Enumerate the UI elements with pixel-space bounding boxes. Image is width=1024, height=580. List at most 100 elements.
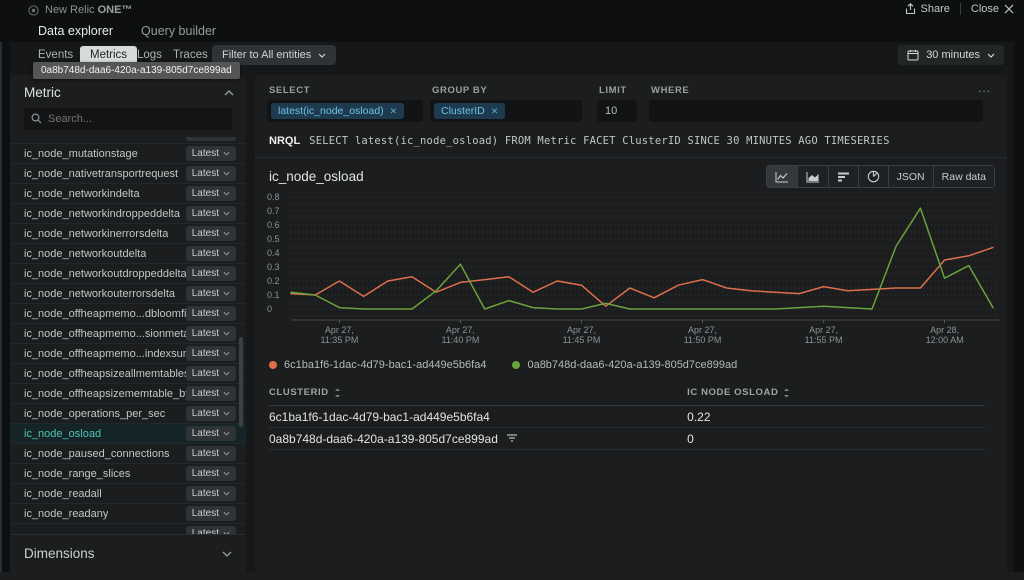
legend-item[interactable]: 6c1ba1f6-1dac-4d79-bac1-ad449e5b6fa4 [269, 359, 486, 371]
aggregator-dropdown[interactable]: Latest [186, 286, 236, 301]
legend-label: 6c1ba1f6-1dac-4d79-bac1-ad449e5b6fa4 [284, 359, 486, 371]
column-header-clusterid[interactable]: CLUSTERID [269, 387, 687, 398]
aggregator-dropdown[interactable]: Latest [186, 486, 236, 501]
group-by-input[interactable]: ClusterID✕ [430, 100, 582, 122]
scrollbar-thumb[interactable] [239, 337, 243, 427]
metric-list-item[interactable]: ic_node_offheapmemo...dbloomfilter_bytes… [10, 304, 246, 324]
nrql-label: NRQL [269, 135, 300, 147]
svg-text:0.5: 0.5 [267, 234, 280, 244]
metric-list-item[interactable]: ic_node_offheapmemo...sionmetadata_bytes… [10, 324, 246, 344]
time-range-picker[interactable]: 30 minutes [898, 45, 1004, 65]
aggregator-dropdown[interactable]: Latest [186, 346, 236, 361]
remove-chip-icon[interactable]: ✕ [390, 106, 398, 117]
aggregator-dropdown[interactable]: Latest [186, 426, 236, 441]
aggregator-dropdown[interactable]: Latest [186, 406, 236, 421]
aggregator-dropdown[interactable]: Latest [186, 186, 236, 201]
svg-text:Apr 27,: Apr 27, [446, 325, 475, 335]
metric-list-item[interactable]: ic_node_paused_connectionsLatest [10, 444, 246, 464]
group-by-chip[interactable]: ClusterID✕ [434, 103, 505, 119]
column-header-osload[interactable]: IC NODE OSLOAD [687, 387, 985, 398]
raw-data-button[interactable]: Raw data [934, 166, 994, 187]
where-input[interactable] [649, 100, 983, 122]
aggregator-dropdown[interactable]: Latest [186, 386, 236, 401]
metric-list-item[interactable]: ic_node_networkoutdeltaLatest [10, 244, 246, 264]
metric-list-item[interactable]: ic_node_operations_per_secLatest [10, 404, 246, 424]
pie-chart-button[interactable] [859, 166, 889, 187]
remove-chip-icon[interactable]: ✕ [491, 106, 499, 117]
metric-section-title: Metric [24, 85, 61, 100]
limit-input[interactable]: 10 [597, 100, 637, 122]
filter-icon[interactable] [506, 434, 518, 443]
table-row[interactable]: 6c1ba1f6-1dac-4d79-bac1-ad449e5b6fa40.22 [269, 406, 985, 428]
line-chart-button[interactable] [767, 166, 798, 187]
metric-list-item[interactable]: ic_node_offheapsizeallmemtables_bytesLat… [10, 364, 246, 384]
chevron-up-icon[interactable] [224, 90, 234, 96]
legend-item[interactable]: 0a8b748d-daa6-420a-a139-805d7ce899ad [512, 359, 737, 371]
aggregator-dropdown[interactable]: Latest [186, 466, 236, 481]
svg-text:Apr 27,: Apr 27, [567, 325, 596, 335]
page-edge [0, 42, 2, 572]
aggregator-dropdown[interactable]: Latest [186, 206, 236, 221]
timeseries-chart[interactable]: 00.10.20.30.40.50.60.70.8Apr 27,11:35 PM… [265, 189, 999, 352]
metric-list-item[interactable]: Latest [10, 524, 246, 534]
aggregator-dropdown[interactable]: Latest [186, 146, 236, 161]
svg-text:Apr 28,: Apr 28, [930, 325, 959, 335]
share-button[interactable]: Share [905, 3, 950, 15]
aggregator-dropdown[interactable]: Latest [186, 326, 236, 341]
chevron-down-icon [223, 191, 230, 196]
svg-text:11:55 PM: 11:55 PM [805, 335, 843, 345]
aggregator-dropdown[interactable]: Latest [186, 366, 236, 381]
metric-list-item[interactable]: ic_node_nativetransportrequestLatest [10, 164, 246, 184]
select-input[interactable]: latest(ic_node_osload)✕ [267, 100, 423, 122]
bar-chart-button[interactable] [829, 166, 859, 187]
dimensions-section-header[interactable]: Dimensions [10, 534, 246, 572]
chevron-down-icon [223, 331, 230, 336]
table-row[interactable]: 0a8b748d-daa6-420a-a139-805d7ce899ad0 [269, 428, 985, 450]
metric-list-item[interactable]: ic_node_range_slicesLatest [10, 464, 246, 484]
metric-list: Latestic_node_mutationstageLatestic_node… [10, 137, 246, 534]
metric-list-item[interactable]: ic_node_mutationstageLatest [10, 144, 246, 164]
aggregator-dropdown[interactable]: Latest [186, 506, 236, 521]
metric-list-item[interactable]: ic_node_networkoutdroppeddeltaLatest [10, 264, 246, 284]
svg-text:12:00 AM: 12:00 AM [926, 335, 964, 345]
close-button[interactable]: Close [971, 3, 1014, 15]
svg-text:Apr 27,: Apr 27, [688, 325, 717, 335]
chevron-down-icon [223, 371, 230, 376]
legend-dot [512, 361, 520, 369]
metric-list-item[interactable]: ic_node_readallLatest [10, 484, 246, 504]
sort-icon [334, 388, 341, 398]
aggregator-dropdown[interactable]: Latest [186, 306, 236, 321]
query-options-menu[interactable]: ... [978, 81, 991, 95]
area-chart-button[interactable] [798, 166, 829, 187]
subtab-logs[interactable]: Logs [137, 49, 162, 61]
aggregator-dropdown[interactable]: Latest [186, 226, 236, 241]
aggregator-dropdown[interactable]: Latest [186, 266, 236, 281]
svg-text:0.8: 0.8 [267, 192, 280, 202]
aggregator-dropdown[interactable]: Latest [186, 137, 236, 141]
chevron-down-icon [223, 491, 230, 496]
metric-list-item[interactable]: ic_node_networkindeltaLatest [10, 184, 246, 204]
aggregator-dropdown[interactable]: Latest [186, 526, 236, 534]
nrql-query-text[interactable]: SELECT latest(ic_node_osload) FROM Metri… [309, 135, 889, 147]
divider [960, 3, 961, 15]
json-button[interactable]: JSON [889, 166, 934, 187]
aggregator-dropdown[interactable]: Latest [186, 166, 236, 181]
subtab-traces[interactable]: Traces [173, 49, 208, 61]
svg-text:11:40 PM: 11:40 PM [441, 335, 479, 345]
aggregator-dropdown[interactable]: Latest [186, 246, 236, 261]
metric-list-item[interactable]: Latest [10, 137, 246, 144]
metric-list-item[interactable]: ic_node_offheapmemo...indexsummary_bytes… [10, 344, 246, 364]
metric-list-item[interactable]: ic_node_networkindroppeddeltaLatest [10, 204, 246, 224]
aggregator-dropdown[interactable]: Latest [186, 446, 236, 461]
search-input[interactable] [24, 108, 232, 130]
metric-list-item[interactable]: ic_node_offheapsizememtable_bytesLatest [10, 384, 246, 404]
metric-list-item[interactable]: ic_node_networkouterrorsdeltaLatest [10, 284, 246, 304]
metric-list-item[interactable]: ic_node_networkinerrorsdeltaLatest [10, 224, 246, 244]
select-chip[interactable]: latest(ic_node_osload)✕ [271, 103, 404, 119]
subtab-events[interactable]: Events [38, 49, 73, 61]
metric-list-item[interactable]: ic_node_readanyLatest [10, 504, 246, 524]
chevron-down-icon [223, 471, 230, 476]
osload-value-cell: 0 [687, 432, 694, 446]
chevron-down-icon [223, 151, 230, 156]
metric-list-item[interactable]: ic_node_osloadLatest [10, 424, 246, 444]
